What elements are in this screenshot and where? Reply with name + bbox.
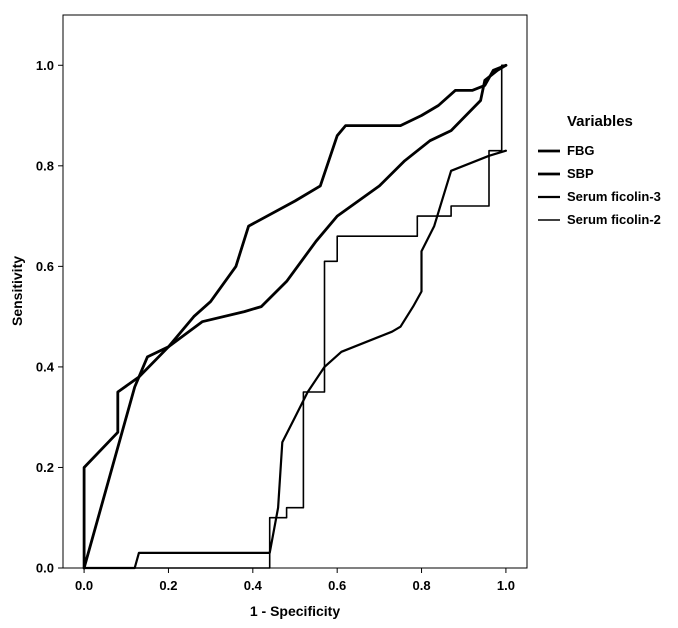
series-line-2	[82, 63, 508, 570]
series-line-4	[83, 64, 507, 569]
x-tick-label: 0.6	[328, 578, 346, 593]
x-tick-label: 0.2	[159, 578, 177, 593]
y-tick-label: 0.2	[36, 460, 54, 475]
series-line-1	[82, 63, 508, 570]
legend-title: Variables	[567, 113, 633, 130]
y-axis: 0.0 0.2 0.4 0.6 0.8 1.0	[36, 58, 63, 576]
legend: Variables FBG SBP Serum ficolin-3 Serum fic…	[538, 113, 661, 227]
plot-frame	[62, 14, 528, 569]
legend-item-label: SBP	[567, 166, 594, 181]
legend-item-label: Serum ficolin-2	[567, 212, 661, 227]
x-tick-label: 0.8	[413, 578, 431, 593]
y-tick-label: 0.6	[36, 259, 54, 274]
x-axis-label: 1 - Specificity	[250, 603, 340, 619]
legend-item-label: Serum ficolin-3	[567, 189, 661, 204]
y-axis-label: Sensitivity	[9, 256, 25, 326]
y-tick-label: 1.0	[36, 58, 54, 73]
series-line-3	[83, 149, 507, 570]
legend-item-label: FBG	[567, 143, 594, 158]
y-tick-label: 0.0	[36, 561, 54, 576]
x-tick-label: 0.0	[75, 578, 93, 593]
x-axis: 0.0 0.2 0.4 0.6 0.8 1.0	[75, 568, 515, 593]
y-tick-label: 0.8	[36, 158, 54, 173]
plot-area	[82, 63, 508, 570]
x-tick-label: 1.0	[497, 578, 515, 593]
x-tick-label: 0.4	[244, 578, 263, 593]
y-tick-label: 0.4	[36, 359, 55, 374]
